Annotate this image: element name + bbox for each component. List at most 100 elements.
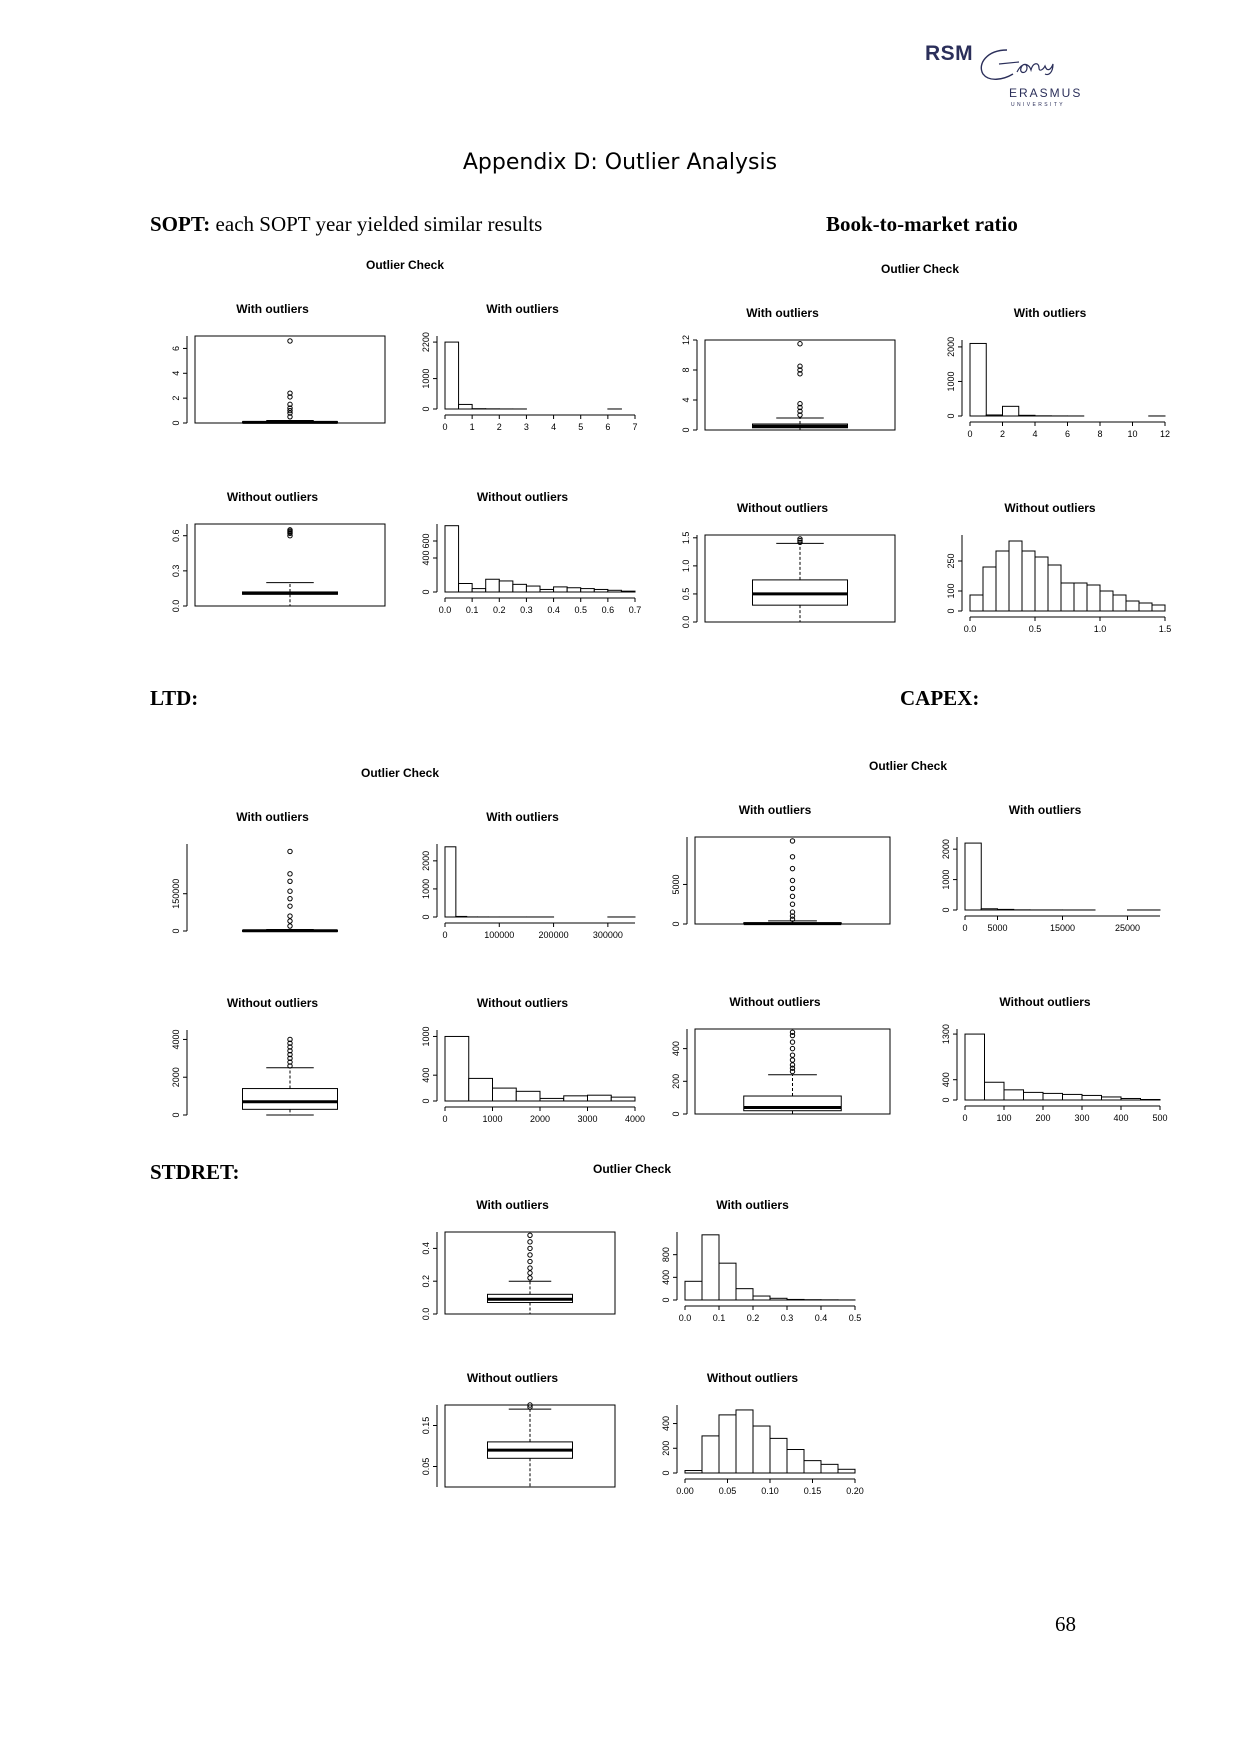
heading-ltd: LTD: — [150, 686, 199, 710]
y-tick-label: 0 — [171, 420, 181, 425]
y-tick-label: 1000 — [946, 371, 956, 391]
x-tick-label: 0.1 — [466, 605, 479, 615]
stdret-boxplot-with-outliers-plot: 0.0 0.2 0.4 — [421, 1231, 616, 1320]
histogram-bar — [752, 1295, 771, 1301]
outlier-point — [789, 901, 796, 907]
outlier-point — [789, 1039, 796, 1045]
stdret-boxplot-with-outliers: With outliers 0.0 0.2 0.4 — [400, 1198, 625, 1328]
x-tick-label: 5 — [578, 422, 583, 432]
y-tick-label: 400 — [421, 1068, 431, 1083]
histogram-bar — [718, 1262, 737, 1301]
sopt-boxplot-without-outliers-plot: 0.0 0.3 0.6 — [171, 523, 386, 613]
histogram-bar — [1042, 1092, 1063, 1101]
y-tick-label: 4 — [171, 371, 181, 376]
x-tick-label: 6 — [605, 422, 610, 432]
y-tick-label: 400 — [671, 1041, 681, 1056]
histogram-bar — [752, 1425, 771, 1474]
capex-histogram-with-outliers-plot: 0 1000 2000 0 5000 15000 25000 — [941, 837, 1161, 933]
outlier-point — [789, 1057, 796, 1063]
outlier-point — [789, 1062, 796, 1068]
histogram-bar — [701, 1234, 720, 1301]
x-tick-label: 0 — [962, 923, 967, 933]
histogram-bar — [444, 341, 460, 410]
outlier-point — [797, 536, 803, 542]
x-tick-label: 3 — [524, 422, 529, 432]
histogram-bar — [982, 566, 997, 612]
x-tick-label: 0.5 — [574, 605, 587, 615]
x-tick-label: 3000 — [577, 1114, 597, 1124]
histogram-bar — [1034, 556, 1049, 612]
outlier-point — [287, 527, 293, 533]
y-tick-label: 4000 — [171, 1029, 181, 1049]
outlier-point — [797, 539, 803, 545]
x-tick-label: 10 — [1127, 429, 1137, 439]
histogram-bar — [458, 583, 473, 593]
histogram-bar — [607, 589, 622, 593]
histogram-bar — [444, 525, 460, 593]
outlier-point — [797, 404, 803, 411]
y-tick-label: 1000 — [421, 879, 431, 899]
y-tick-label: 200 — [661, 1441, 671, 1456]
histogram-bar — [969, 594, 984, 612]
histogram-bar — [1002, 405, 1020, 417]
outlier-point — [789, 1029, 796, 1035]
x-tick-label: 4 — [1032, 429, 1037, 439]
y-tick-label: 1.5 — [681, 532, 691, 545]
histogram-bar — [498, 580, 514, 593]
histogram-bar — [1008, 540, 1023, 612]
x-tick-label: 500 — [1152, 1113, 1167, 1123]
histogram-bar — [620, 590, 636, 593]
histogram-bar — [997, 908, 1015, 911]
x-tick-label: 4000 — [625, 1114, 645, 1124]
x-tick-label: 0.15 — [804, 1486, 822, 1496]
x-tick-label: 0.3 — [781, 1313, 794, 1323]
histogram-bar — [837, 1468, 856, 1474]
outlier-point — [287, 1055, 293, 1062]
outlier-point — [527, 1239, 533, 1245]
histogram-bar — [1151, 604, 1166, 612]
outlier-point — [527, 1232, 533, 1238]
x-tick-label: 0 — [442, 1114, 447, 1124]
x-tick-label: 0.5 — [849, 1313, 862, 1323]
y-tick-label: 0.0 — [171, 600, 181, 613]
outlier-point — [797, 363, 803, 369]
y-tick-label: 0.05 — [421, 1458, 431, 1476]
x-tick-label: 7 — [632, 422, 637, 432]
x-tick-label: 300000 — [593, 930, 623, 940]
rsm-erasmus-logo: RSM ERASMUS UNIVERSITY — [925, 40, 1095, 110]
y-tick-label: 0 — [661, 1297, 671, 1302]
y-tick-label: 0 — [421, 1098, 431, 1103]
outlier-point — [527, 1270, 533, 1276]
x-tick-label: 25000 — [1115, 923, 1140, 933]
x-tick-label: 1.5 — [1159, 624, 1172, 634]
x-tick-label: 0.3 — [520, 605, 533, 615]
panel-title: With outliers — [738, 803, 812, 817]
capex-boxplot-with-outliers-plot: 0 5000 — [671, 836, 891, 927]
stdret-histogram-without-outliers-plot: 0 200 400 0.00 0.05 0.10 0.15 0.20 — [661, 1405, 864, 1496]
x-tick-label: 0.4 — [815, 1313, 828, 1323]
outlier-point — [527, 1275, 533, 1281]
outlier-point — [527, 1402, 533, 1408]
outlier-point — [287, 1063, 293, 1069]
outlier-point — [789, 893, 796, 900]
outlier-point — [287, 848, 293, 855]
panel-title: With outliers — [486, 810, 559, 824]
histogram-bar — [964, 842, 982, 911]
plot-frame — [694, 836, 891, 925]
heading-sopt: SOPT: each SOPT year yielded similar res… — [150, 212, 542, 237]
y-tick-label: 2000 — [941, 839, 951, 859]
outlier-point — [287, 871, 293, 877]
histogram-bar — [718, 1414, 737, 1474]
figure-title-stdret: Outlier Check — [592, 1162, 672, 1176]
outlier-point — [789, 885, 796, 892]
x-tick-label: 200 — [1035, 1113, 1050, 1123]
outlier-point — [789, 877, 796, 884]
outlier-point — [789, 865, 796, 872]
outlier-point — [789, 1032, 796, 1039]
outlier-point — [527, 1265, 533, 1271]
outlier-point — [287, 401, 293, 408]
outlier-point — [287, 1036, 293, 1043]
book-to-market-ratio-histogram-with-outliers: With outliers 0 1000 2000 0 2 4 6 8 10 12 — [925, 306, 1175, 444]
outlier-point — [287, 913, 293, 919]
x-tick-label: 0.10 — [761, 1486, 779, 1496]
